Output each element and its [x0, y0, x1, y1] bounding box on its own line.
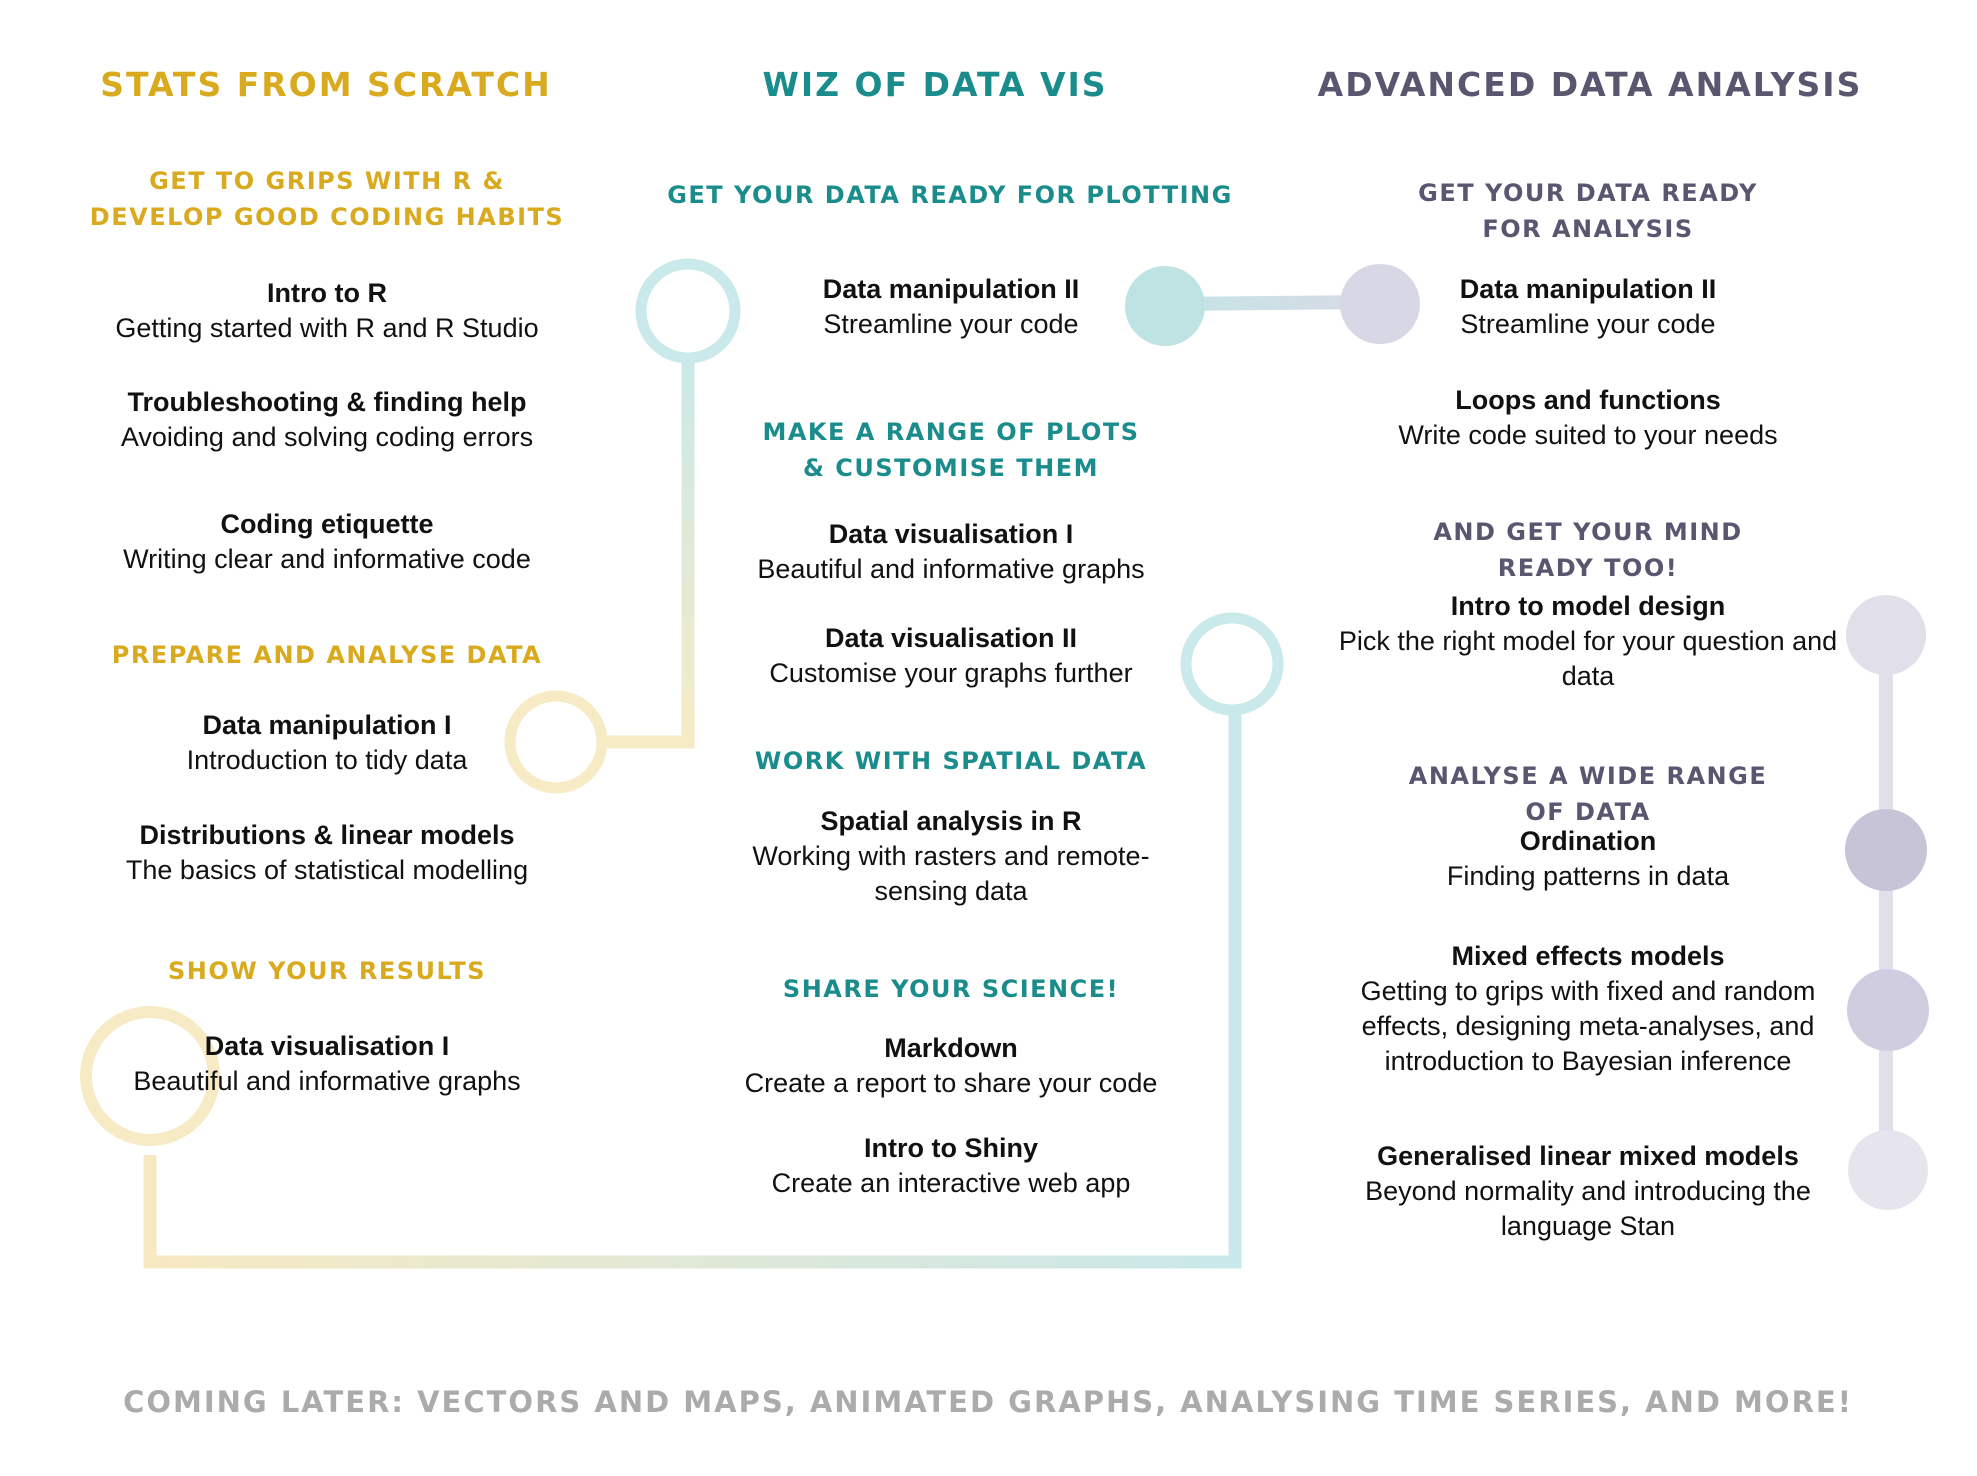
teal-ring-top [635, 258, 741, 364]
course-data-manipulation-2-col3[interactable]: Data manipulation II Streamline your cod… [1460, 272, 1717, 342]
course-title: Data visualisation II [824, 623, 1078, 653]
column-title-datavis: WIZ OF DATA VIS [762, 65, 1108, 104]
course-intro-to-shiny[interactable]: Intro to Shiny Create an interactive web… [772, 1131, 1131, 1201]
course-desc: Customise your graphs further [769, 658, 1133, 688]
course-mixed-effects-models[interactable]: Mixed effects models Getting to grips wi… [1333, 939, 1843, 1079]
bottom-connector-line [143, 715, 1242, 1269]
column-title-advanced: ADVANCED DATA ANALYSIS [1317, 65, 1863, 104]
course-desc: Avoiding and solving coding errors [120, 422, 534, 452]
course-desc: Beyond normality and introducing the lan… [1365, 1176, 1811, 1241]
course-title: Coding etiquette [220, 509, 434, 539]
course-desc: Create an interactive web app [771, 1168, 1131, 1198]
course-title: Spatial analysis in R [820, 806, 1082, 836]
course-title: Troubleshooting & finding help [127, 387, 527, 417]
section-heading-data-ready-analysis: GET YOUR DATA READY FOR ANALYSIS [1418, 179, 1758, 243]
course-intro-to-r[interactable]: Intro to R Getting started with R and R … [115, 276, 538, 346]
course-desc: Beautiful and informative graphs [133, 1066, 521, 1096]
course-coding-etiquette[interactable]: Coding etiquette Writing clear and infor… [123, 507, 531, 577]
course-loops-functions[interactable]: Loops and functions Write code suited to… [1398, 383, 1777, 453]
section-heading-data-ready-plotting: GET YOUR DATA READY FOR PLOTTING [667, 181, 1233, 209]
course-data-manipulation-2-col2[interactable]: Data manipulation II Streamline your cod… [823, 272, 1080, 342]
course-title: Data manipulation II [822, 274, 1080, 304]
course-title: Loops and functions [1455, 385, 1721, 415]
slate-dot-3 [1847, 969, 1929, 1051]
slate-dot-top [1340, 264, 1420, 344]
course-title: Mixed effects models [1451, 941, 1725, 971]
course-desc: Getting to grips with fixed and random e… [1360, 976, 1816, 1076]
course-desc: Write code suited to your needs [1398, 420, 1778, 450]
course-title: Distributions & linear models [139, 820, 515, 850]
course-desc: Getting started with R and R Studio [115, 313, 539, 343]
course-data-visualisation-2[interactable]: Data visualisation II Customise your gra… [769, 621, 1132, 691]
gold-ring-bottom [80, 1006, 220, 1146]
left-connector-line [600, 360, 695, 749]
section-heading-range-of-plots: MAKE A RANGE OF PLOTS & CUSTOMISE THEM [762, 418, 1140, 482]
section-heading-r-basics: GET TO GRIPS WITH R & DEVELOP GOOD CODIN… [89, 167, 565, 231]
section-heading-wide-range-data: ANALYSE A WIDE RANGE OF DATA [1408, 762, 1768, 826]
course-desc: Introduction to tidy data [186, 745, 468, 775]
course-intro-model-design[interactable]: Intro to model design Pick the right mod… [1333, 589, 1843, 694]
course-title: Data visualisation I [828, 519, 1074, 549]
course-desc: The basics of statistical modelling [125, 855, 529, 885]
course-data-visualisation-1-col2[interactable]: Data visualisation I Beautiful and infor… [757, 517, 1144, 587]
course-title: Markdown [884, 1033, 1018, 1063]
course-data-manipulation-1[interactable]: Data manipulation I Introduction to tidy… [187, 708, 468, 778]
course-distributions-linear-models[interactable]: Distributions & linear models The basics… [126, 818, 528, 888]
course-glmm[interactable]: Generalised linear mixed models Beyond n… [1333, 1139, 1843, 1244]
slate-dot-1 [1846, 595, 1926, 675]
teal-dot [1125, 266, 1205, 346]
coming-later-footer: COMING LATER: VECTORS AND MAPS, ANIMATED… [123, 1385, 1853, 1419]
slate-dot-2 [1845, 809, 1927, 891]
course-title: Intro to R [267, 278, 387, 308]
section-heading-prepare-analyse: PREPARE AND ANALYSE DATA [111, 641, 543, 669]
course-desc: Streamline your code [1460, 309, 1716, 339]
course-desc: Finding patterns in data [1446, 861, 1730, 891]
course-title: Intro to model design [1450, 591, 1726, 621]
course-desc: Writing clear and informative code [123, 544, 531, 574]
course-spatial-analysis[interactable]: Spatial analysis in R Working with raste… [731, 804, 1171, 909]
column-title-stats: STATS FROM SCRATCH [100, 65, 552, 104]
course-data-visualisation-1-col1[interactable]: Data visualisation I Beautiful and infor… [133, 1029, 520, 1099]
course-desc: Streamline your code [823, 309, 1079, 339]
course-desc: Working with rasters and remote-sensing … [752, 841, 1150, 906]
course-desc: Create a report to share your code [744, 1068, 1158, 1098]
course-title: Generalised linear mixed models [1377, 1141, 1799, 1171]
course-title: Data manipulation I [202, 710, 452, 740]
course-desc: Beautiful and informative graphs [757, 554, 1145, 584]
teal-ring-middle [1180, 612, 1284, 716]
course-title: Intro to Shiny [864, 1133, 1038, 1163]
section-heading-spatial-data: WORK WITH SPATIAL DATA [754, 747, 1148, 775]
course-title: Data manipulation II [1459, 274, 1717, 304]
course-title: Ordination [1519, 826, 1657, 856]
section-heading-mind-ready: AND GET YOUR MIND READY TOO! [1433, 518, 1743, 582]
section-heading-share-science: SHARE YOUR SCIENCE! [782, 975, 1120, 1003]
slate-dot-4 [1848, 1130, 1928, 1210]
course-troubleshooting[interactable]: Troubleshooting & finding help Avoiding … [121, 385, 533, 455]
course-title: Data visualisation I [204, 1031, 450, 1061]
gold-ring-middle [504, 690, 608, 794]
course-desc: Pick the right model for your question a… [1338, 626, 1838, 691]
course-markdown[interactable]: Markdown Create a report to share your c… [745, 1031, 1158, 1101]
section-heading-show-results: SHOW YOUR RESULTS [168, 957, 486, 985]
course-ordination[interactable]: Ordination Finding patterns in data [1447, 824, 1729, 894]
